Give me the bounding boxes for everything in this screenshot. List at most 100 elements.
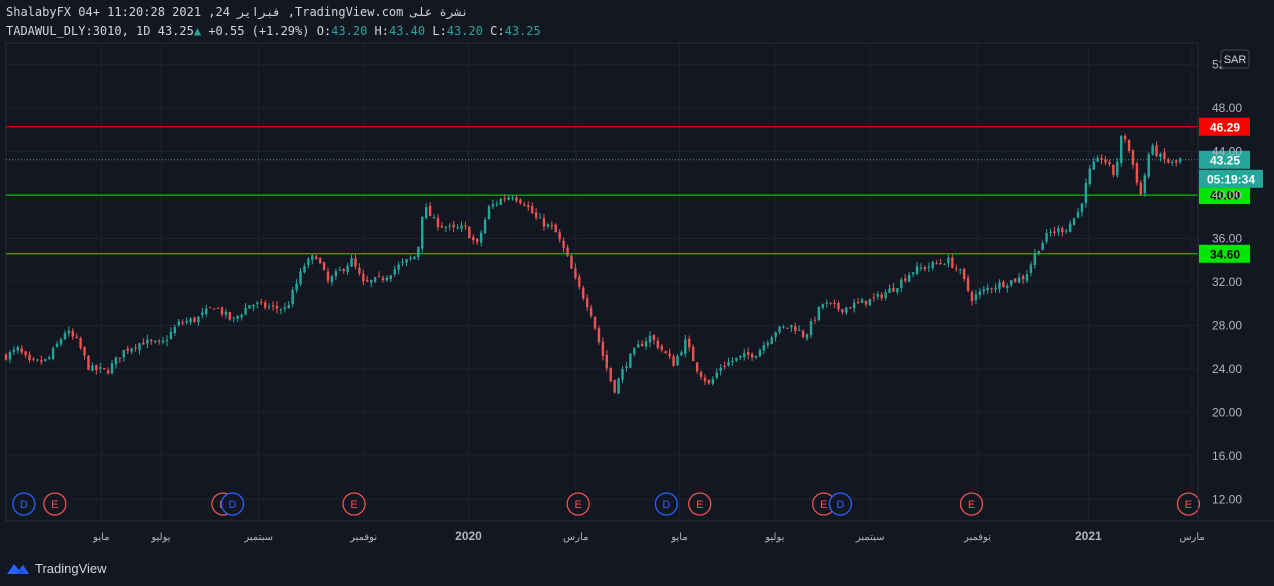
candle-down [574, 268, 577, 279]
candle-down [966, 278, 970, 291]
candle-down [786, 327, 789, 329]
candle-down [275, 305, 279, 309]
candle-down [32, 358, 35, 360]
y-tick-label: 20.00 [1212, 405, 1242, 419]
last-price-label: 43.25 [1210, 153, 1240, 167]
candle-down [566, 247, 569, 256]
candle-down [75, 336, 78, 338]
candle-down [656, 340, 660, 348]
candle-up [279, 309, 283, 311]
y-tick-label: 48.00 [1212, 101, 1242, 115]
candle-down [1021, 276, 1025, 280]
candle-down [468, 226, 471, 239]
candle-down [1135, 163, 1139, 183]
candle-down [440, 225, 444, 228]
candle-down [570, 255, 573, 269]
candle-up [876, 293, 879, 297]
candle-down [515, 197, 518, 201]
up-arrow-icon: ▲ [193, 24, 202, 38]
candle-down [1167, 160, 1170, 163]
candle-up [637, 344, 640, 348]
candle-up [291, 290, 294, 305]
candle-down [691, 346, 695, 362]
candle-down [1131, 150, 1135, 165]
candle-up [719, 367, 722, 372]
candle-up [303, 266, 306, 273]
candle-up [499, 198, 502, 205]
last-price-box [1199, 150, 1250, 169]
candle-up [507, 197, 510, 200]
candle-up [55, 343, 59, 347]
candle-up [790, 324, 793, 328]
currency-tag [1220, 49, 1250, 69]
candle-up [896, 288, 899, 293]
candle-up [900, 279, 903, 288]
candle-down [228, 312, 232, 320]
x-tick-label: مارس [563, 532, 588, 543]
candle-up [1017, 277, 1021, 283]
candle-down [1123, 135, 1127, 140]
candle-up [546, 224, 550, 227]
candle-up [189, 318, 192, 323]
candle-up [99, 367, 102, 369]
symbol-label[interactable]: TADAWUL_DLY:3010, 1D [6, 24, 151, 38]
y-tick-label: 28.00 [1212, 318, 1242, 332]
candle-up [267, 306, 271, 308]
candle-up [511, 197, 514, 199]
candle-down [530, 205, 534, 214]
candle-up [161, 340, 165, 343]
candle-down [801, 331, 805, 337]
candle-down [955, 268, 958, 270]
candle-up [299, 271, 302, 285]
candle-down [703, 377, 707, 382]
candle-down [672, 356, 675, 367]
candle-down [271, 305, 275, 307]
candle-up [758, 349, 762, 357]
candle-up [778, 326, 781, 333]
candle-up [12, 349, 16, 352]
support-price-label: 40.00 [1210, 189, 1240, 203]
candle-down [464, 225, 467, 227]
candle-up [1065, 230, 1068, 232]
x-tick-label: يوليو [150, 532, 170, 543]
candle-down [4, 354, 8, 360]
candle-up [373, 277, 377, 282]
candle-up [91, 365, 94, 371]
candle-up [1159, 153, 1162, 158]
candle-up [1025, 274, 1029, 281]
candle-down [750, 354, 754, 358]
candle-up [154, 341, 157, 343]
candle-down [833, 302, 836, 304]
candle-up [1010, 280, 1013, 286]
event-marker-label: E [350, 499, 357, 511]
low-value: 43.20 [446, 24, 483, 38]
candle-up [1045, 232, 1048, 242]
candle-down [849, 307, 852, 309]
candle-down [342, 269, 345, 271]
event-marker-label: D [229, 499, 237, 511]
candle-up [825, 302, 828, 304]
candle-up [754, 356, 758, 358]
candle-down [28, 354, 31, 360]
candle-down [527, 205, 530, 207]
candle-down [609, 367, 612, 382]
candle-down [864, 300, 868, 305]
candle-down [652, 334, 656, 341]
candle-down [20, 348, 23, 353]
candle-down [503, 198, 506, 200]
candle-down [582, 287, 585, 299]
candle-up [59, 339, 63, 345]
candle-up [169, 331, 173, 339]
candle-down [962, 268, 966, 279]
candle-down [534, 212, 538, 218]
candle-up [915, 266, 919, 274]
candle-up [173, 327, 177, 334]
candle-down [322, 262, 326, 271]
candle-up [1171, 161, 1174, 163]
candle-up [798, 330, 801, 332]
tradingview-logo-icon [7, 564, 29, 574]
candle-down [95, 365, 98, 371]
candle-up [413, 256, 416, 260]
tradingview-logo[interactable]: TradingView [6, 557, 107, 579]
